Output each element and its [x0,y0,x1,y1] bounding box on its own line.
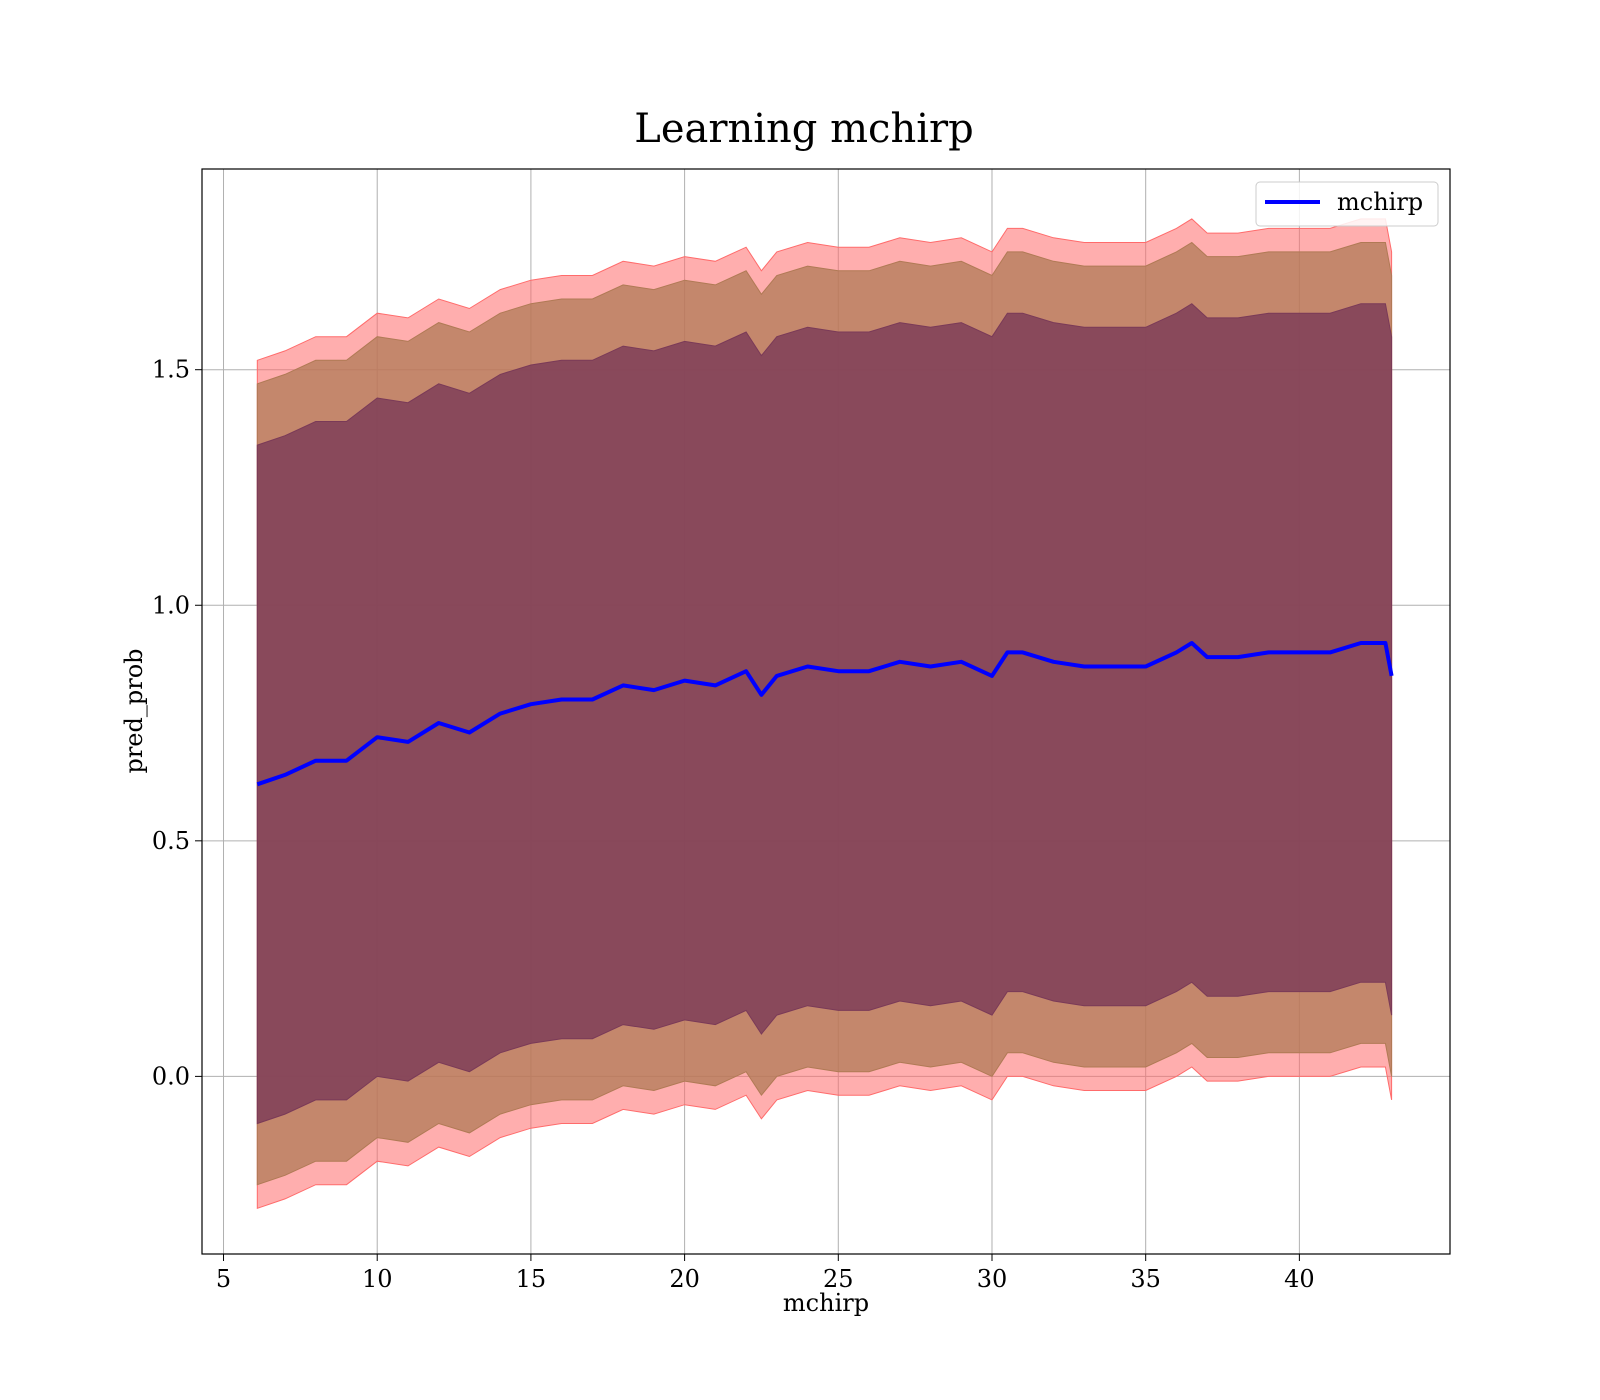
x-tick-label: 25 [823,1265,854,1293]
chart-title: Learning mchirp [634,106,973,152]
x-tick-label: 20 [669,1265,700,1293]
y-tick-label: 1.0 [152,591,190,619]
y-tick-label: 1.5 [152,356,190,384]
y-axis-label: pred_prob [120,648,148,773]
x-tick-label: 5 [216,1265,231,1293]
y-ticks: 0.0 0.5 1.0 1.5 [152,356,202,1090]
x-tick-label: 15 [516,1265,547,1293]
x-axis-label: mchirp [783,1289,869,1317]
plot-frame [201,168,1451,1255]
x-ticks: 5 10 15 20 25 30 35 40 [216,1254,1315,1293]
y-tick-label: 0.0 [152,1062,190,1090]
lines [256,641,1394,787]
x-tick-label: 35 [1130,1265,1161,1293]
legend-label: mchirp [1337,188,1423,216]
confidence-band-3 [256,303,1393,1125]
bands [256,218,1393,1209]
y-tick-label: 0.5 [152,827,190,855]
x-tick-label: 10 [362,1265,393,1293]
x-tick-label: 30 [977,1265,1008,1293]
legend: mchirp [1255,181,1439,227]
legend-box [1255,181,1439,227]
x-tick-label: 40 [1284,1265,1315,1293]
series-line-mchirp [256,641,1394,787]
